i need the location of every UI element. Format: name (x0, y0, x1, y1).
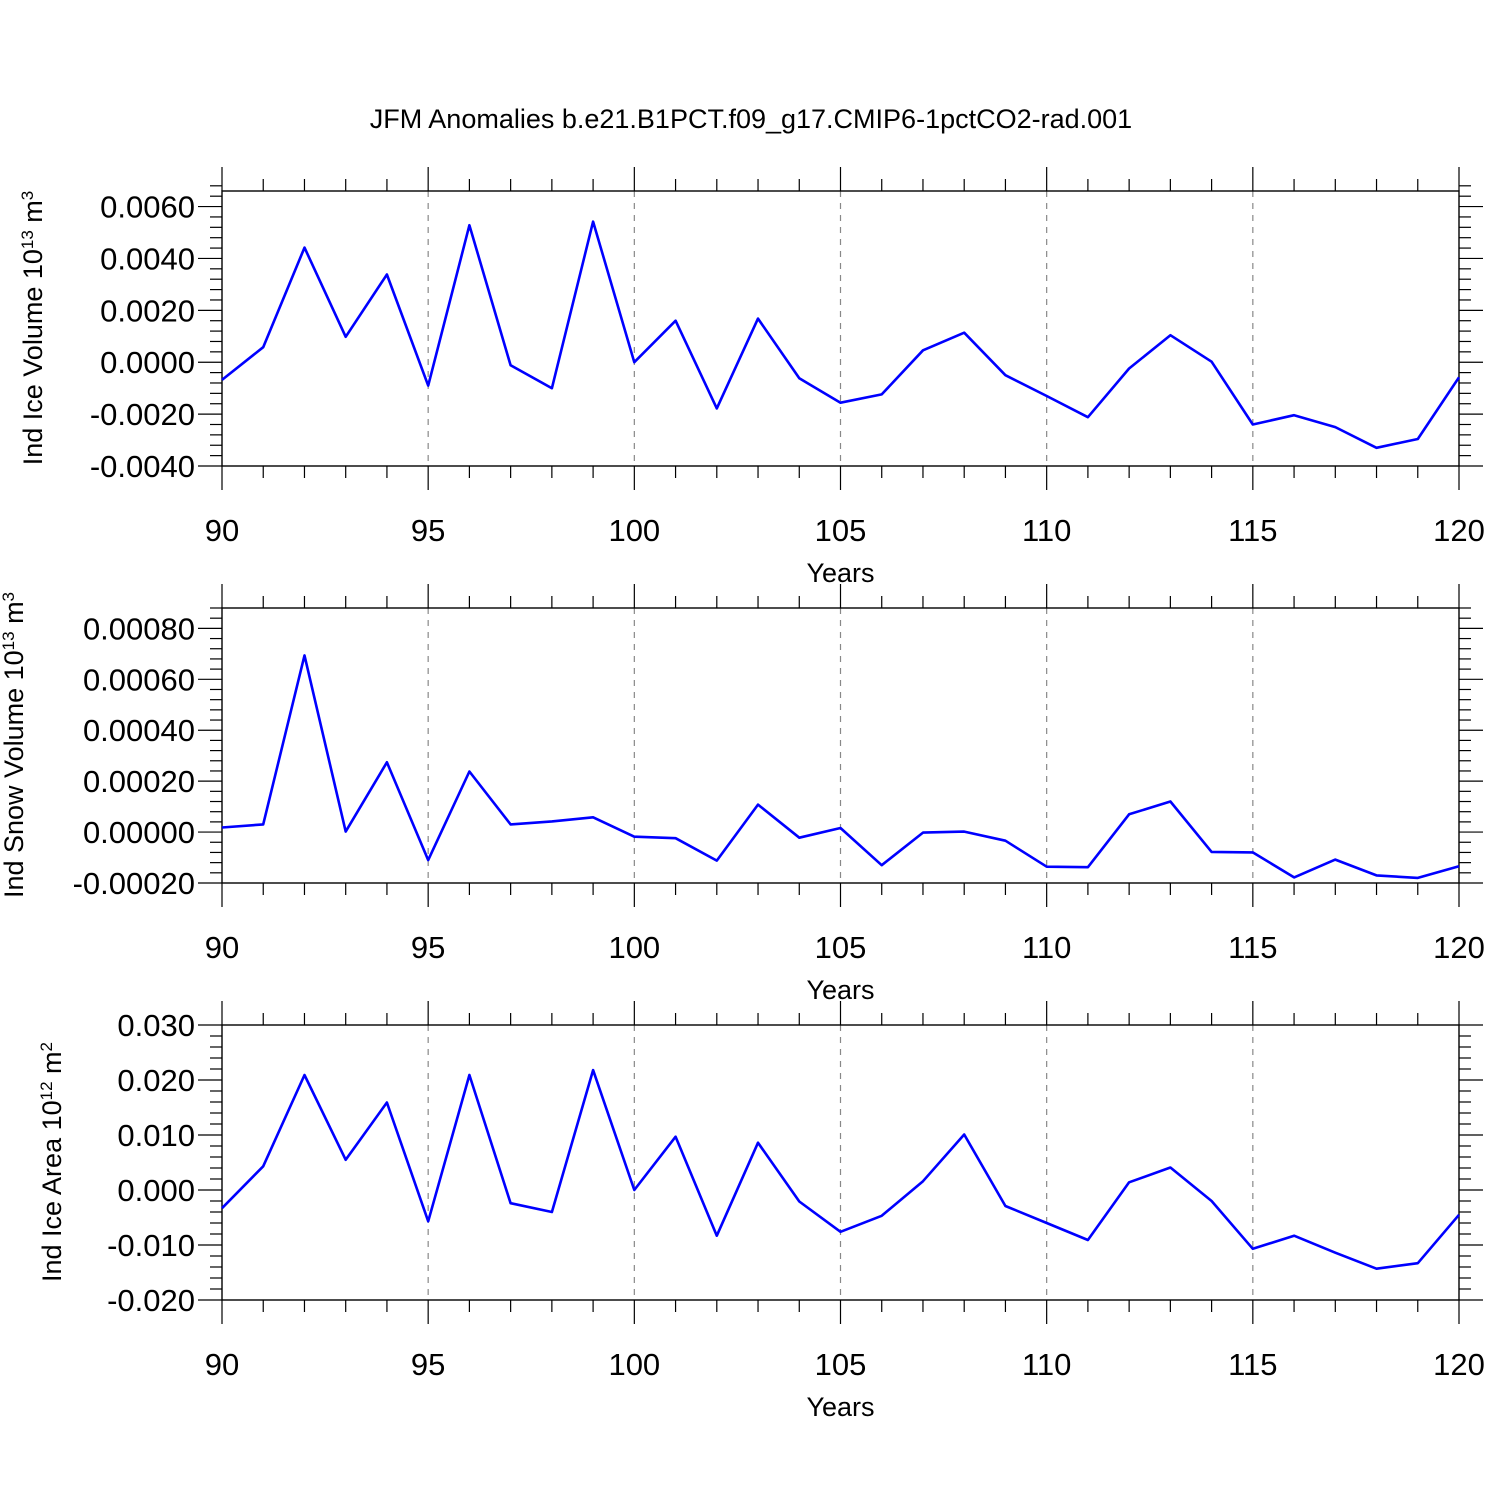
x-tick-label: 105 (815, 1347, 867, 1382)
y-tick-label: 0.00000 (83, 815, 195, 850)
y-tick-label: -0.020 (107, 1283, 195, 1318)
y-tick-label: 0.000 (117, 1173, 195, 1208)
x-axis-label: Years (806, 558, 874, 588)
y-axis-label-part: m (37, 1051, 67, 1081)
x-tick-label: 95 (411, 513, 445, 548)
chart-panel-3: 90 95 100 105 110 115 120 -0.020 -0.010 0.000 0.01… (37, 1001, 1485, 1422)
y-axis-label-part: m (0, 601, 29, 631)
x-tick-label: 95 (411, 1347, 445, 1382)
y-axis-label-superscript: 3 (18, 191, 37, 200)
x-tick-label: 105 (815, 513, 867, 548)
data-series-line (221, 1068, 1460, 1270)
y-tick-label: -0.0020 (90, 397, 195, 432)
y-axis-label-part: Ind Ice Area 10 (37, 1100, 67, 1282)
x-tick-label: 105 (815, 930, 867, 965)
x-tick-label: 100 (608, 930, 660, 965)
x-tick-label: 90 (205, 930, 239, 965)
data-series-line (221, 220, 1461, 450)
chart-panel-2: 90 95 100 105 110 115 120 -0.00020 0.00000 0.0002… (0, 584, 1485, 1005)
y-axis-label-superscript: 2 (37, 1042, 56, 1051)
y-tick-label: 0.0020 (100, 293, 195, 328)
y-tick-label: 0.0040 (100, 241, 195, 276)
y-tick-label: -0.010 (107, 1228, 195, 1263)
y-axis-label-superscript: 3 (0, 592, 18, 601)
figure-title: JFM Anomalies b.e21.B1PCT.f09_g17.CMIP6-… (370, 104, 1132, 134)
x-tick-label: 115 (1228, 513, 1277, 548)
x-tick-label: 120 (1433, 513, 1485, 548)
x-tick-label: 90 (205, 513, 239, 548)
x-axis-label: Years (806, 1392, 874, 1422)
y-tick-label: -0.00020 (73, 866, 195, 901)
x-tick-label: 100 (608, 513, 660, 548)
x-tick-label: 95 (411, 930, 445, 965)
x-tick-label: 110 (1022, 930, 1071, 965)
y-axis-label: Ind Ice Volume 1013 m3 (18, 191, 49, 466)
x-tick-label: 90 (205, 1347, 239, 1382)
x-tick-label: 110 (1022, 513, 1071, 548)
x-tick-label: 110 (1022, 1347, 1071, 1382)
y-tick-label: -0.0040 (90, 449, 195, 484)
y-axis-label: Ind Snow Volume 1013 m3 (0, 592, 29, 898)
y-tick-label: 0.0060 (100, 190, 195, 225)
y-axis-label-superscript: 13 (18, 230, 37, 249)
y-tick-label: 0.00020 (83, 764, 195, 799)
y-tick-label: 0.0000 (100, 345, 195, 380)
chart-panel-1: 90 95 100 105 110 115 120 -0.0040 -0.0020 0.0000 0… (18, 167, 1485, 588)
x-tick-label: 115 (1228, 1347, 1277, 1382)
x-axis-label: Years (806, 975, 874, 1005)
x-tick-label: 120 (1433, 1347, 1485, 1382)
x-tick-label: 115 (1228, 930, 1277, 965)
y-axis-label-part: Ind Snow Volume 10 (0, 650, 29, 898)
y-axis-label: Ind Ice Area 1012 m2 (37, 1042, 68, 1282)
y-axis-label-part: Ind Ice Volume 10 (18, 249, 48, 465)
y-tick-label: 0.030 (117, 1008, 195, 1043)
y-tick-label: 0.00060 (83, 662, 195, 697)
x-tick-label: 120 (1433, 930, 1485, 965)
y-tick-label: 0.020 (117, 1063, 195, 1098)
y-tick-label: 0.00040 (83, 713, 195, 748)
y-axis-label-superscript: 13 (0, 631, 18, 650)
y-tick-label: 0.010 (117, 1118, 195, 1153)
y-axis-label-superscript: 12 (37, 1081, 56, 1100)
data-series-line (221, 654, 1460, 880)
y-tick-label: 0.00080 (83, 611, 195, 646)
x-tick-label: 100 (608, 1347, 660, 1382)
y-axis-label-part: m (18, 200, 48, 230)
